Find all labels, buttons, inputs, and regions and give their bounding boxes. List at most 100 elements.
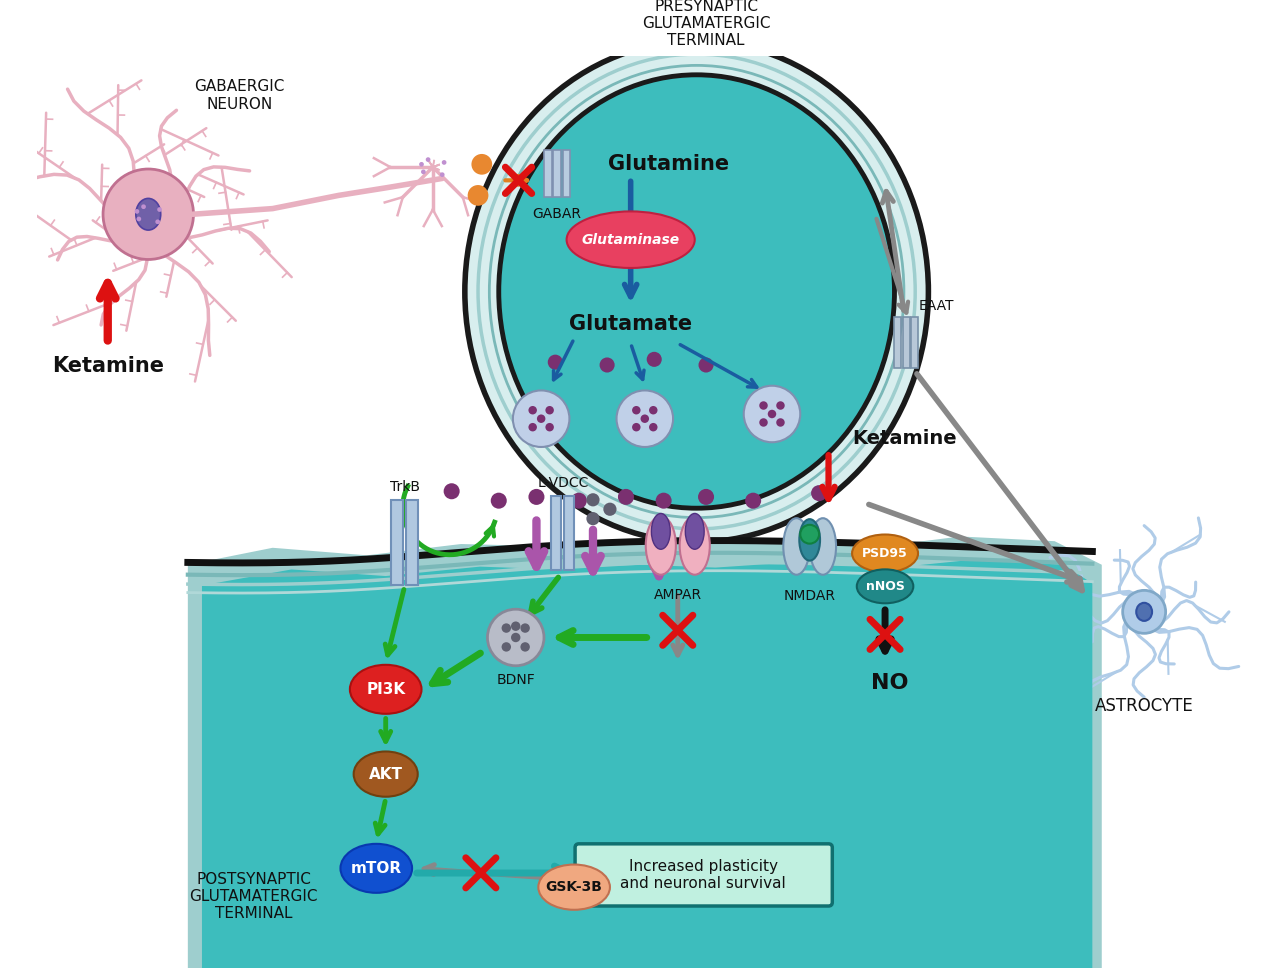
Circle shape [135, 209, 140, 214]
Circle shape [760, 418, 767, 427]
Ellipse shape [567, 211, 694, 268]
Circle shape [511, 633, 521, 642]
Circle shape [656, 493, 671, 508]
Circle shape [1123, 590, 1166, 633]
Text: Increased plasticity
and neuronal survival: Increased plasticity and neuronal surviv… [621, 859, 786, 892]
Text: Glutamine: Glutamine [608, 154, 729, 174]
Circle shape [511, 621, 521, 631]
Bar [903, 317, 910, 368]
Circle shape [640, 414, 649, 423]
Circle shape [488, 609, 544, 666]
Ellipse shape [464, 41, 929, 542]
Ellipse shape [136, 198, 160, 230]
Bar [550, 496, 561, 569]
Circle shape [618, 489, 634, 505]
Text: EAAT: EAAT [919, 299, 955, 314]
Ellipse shape [852, 534, 919, 572]
Text: L-VDCC: L-VDCC [538, 476, 589, 491]
Circle shape [158, 207, 162, 212]
Bar [391, 500, 403, 585]
Text: Glutamate: Glutamate [570, 315, 693, 335]
Circle shape [698, 489, 715, 505]
Circle shape [767, 409, 776, 418]
Circle shape [471, 154, 493, 174]
Circle shape [745, 493, 761, 508]
Bar [911, 317, 919, 368]
Circle shape [545, 423, 554, 432]
Circle shape [502, 623, 511, 633]
Circle shape [103, 169, 194, 259]
Text: AMPAR: AMPAR [654, 588, 702, 602]
Bar [563, 496, 574, 569]
Bar [563, 150, 571, 197]
Bar [553, 150, 561, 197]
Ellipse shape [685, 513, 704, 549]
Ellipse shape [539, 864, 609, 910]
Circle shape [617, 390, 674, 447]
Circle shape [760, 402, 767, 409]
Circle shape [468, 185, 489, 206]
Circle shape [586, 512, 599, 526]
Circle shape [421, 169, 426, 174]
Ellipse shape [784, 518, 810, 575]
Ellipse shape [350, 665, 422, 713]
Ellipse shape [354, 751, 418, 797]
Circle shape [502, 642, 511, 651]
Circle shape [521, 642, 530, 651]
Ellipse shape [857, 569, 913, 603]
FancyBboxPatch shape [575, 844, 833, 906]
Circle shape [441, 160, 446, 165]
Bar [407, 500, 418, 585]
Bar [544, 150, 552, 197]
Circle shape [698, 357, 713, 373]
Ellipse shape [645, 516, 676, 575]
Circle shape [649, 423, 657, 432]
Text: GABAR: GABAR [532, 207, 581, 221]
Text: Ketamine: Ketamine [51, 355, 164, 376]
Polygon shape [201, 560, 1092, 968]
Circle shape [633, 423, 640, 432]
Circle shape [811, 485, 828, 501]
Circle shape [529, 423, 536, 432]
Text: GABAERGIC
NEURON: GABAERGIC NEURON [195, 79, 285, 111]
Circle shape [529, 489, 544, 505]
Circle shape [155, 220, 160, 225]
Text: ASTROCYTE: ASTROCYTE [1094, 697, 1193, 714]
Circle shape [513, 390, 570, 447]
Text: PSD95: PSD95 [862, 547, 908, 560]
Text: PRESYNAPTIC
GLUTAMATERGIC
TERMINAL: PRESYNAPTIC GLUTAMATERGIC TERMINAL [642, 0, 770, 48]
Circle shape [136, 217, 141, 222]
Circle shape [599, 357, 615, 373]
Circle shape [536, 414, 545, 423]
Circle shape [649, 406, 657, 414]
Circle shape [647, 351, 662, 367]
Bar [894, 317, 901, 368]
Circle shape [141, 204, 146, 209]
Circle shape [586, 494, 599, 506]
Ellipse shape [340, 844, 412, 892]
Ellipse shape [799, 519, 820, 560]
Circle shape [744, 385, 801, 442]
Text: mTOR: mTOR [350, 861, 402, 876]
Circle shape [545, 406, 554, 414]
Circle shape [776, 402, 785, 409]
Circle shape [444, 483, 459, 499]
Circle shape [529, 406, 536, 414]
Text: AKT: AKT [368, 767, 403, 781]
Text: BDNF: BDNF [497, 674, 535, 687]
Circle shape [633, 406, 640, 414]
Circle shape [521, 623, 530, 633]
Polygon shape [187, 536, 1102, 968]
Ellipse shape [1137, 603, 1152, 620]
Ellipse shape [652, 513, 670, 549]
Text: PI3K: PI3K [366, 681, 405, 697]
Text: NO: NO [871, 673, 908, 693]
Circle shape [548, 354, 563, 370]
Circle shape [426, 157, 431, 162]
Text: Glutaminase: Glutaminase [581, 232, 680, 247]
Text: NMDAR: NMDAR [784, 589, 835, 603]
Text: GSK-3B: GSK-3B [545, 880, 603, 894]
Circle shape [571, 493, 586, 508]
Text: nNOS: nNOS [866, 580, 905, 592]
Circle shape [801, 525, 819, 544]
